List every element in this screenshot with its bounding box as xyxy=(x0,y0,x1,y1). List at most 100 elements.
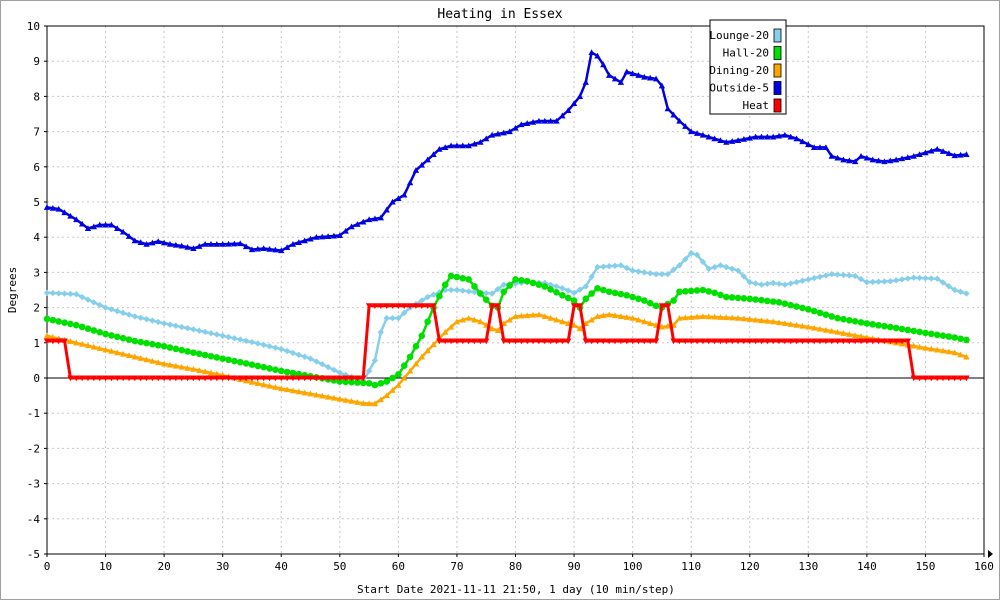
data-point xyxy=(254,375,262,382)
data-point xyxy=(963,353,970,360)
data-point xyxy=(652,302,660,310)
data-point xyxy=(799,338,806,345)
data-point xyxy=(606,311,613,318)
data-point xyxy=(828,338,835,345)
data-point xyxy=(49,316,57,324)
data-point xyxy=(863,154,871,161)
data-point xyxy=(676,314,683,321)
data-point xyxy=(248,246,256,253)
x-axis-label: Start Date 2021-11-11 21:50, 1 day (10 m… xyxy=(357,583,675,596)
x-tick-label: 60 xyxy=(392,560,405,573)
data-point xyxy=(658,323,666,330)
data-point xyxy=(278,375,285,382)
data-point xyxy=(336,232,344,238)
data-point xyxy=(465,276,472,283)
legend: Lounge-20 Hall-20 Dining-20 Outside-5 Heat xyxy=(709,19,787,115)
data-point xyxy=(442,144,449,150)
y-tick-label: -1 xyxy=(27,407,40,420)
data-point xyxy=(96,301,103,309)
x-axis-arrow xyxy=(988,550,993,558)
data-point xyxy=(342,375,349,382)
data-point xyxy=(336,378,344,385)
data-point xyxy=(746,134,753,141)
data-point xyxy=(72,321,80,329)
data-point xyxy=(793,303,800,310)
data-point xyxy=(389,303,396,310)
data-point xyxy=(430,341,437,348)
data-point xyxy=(693,338,701,345)
data-point xyxy=(119,350,127,357)
data-point xyxy=(758,133,765,140)
data-point xyxy=(641,338,648,345)
data-point xyxy=(418,332,426,340)
data-point xyxy=(898,155,906,162)
data-point xyxy=(471,283,478,290)
data-point xyxy=(389,374,396,382)
data-point xyxy=(658,270,666,278)
data-point xyxy=(154,341,162,349)
data-point xyxy=(834,154,841,161)
data-point xyxy=(266,245,273,252)
data-point xyxy=(313,358,320,365)
data-point xyxy=(529,279,537,287)
data-point xyxy=(483,135,490,142)
data-point xyxy=(102,330,109,338)
data-point xyxy=(506,128,513,135)
data-point xyxy=(570,100,578,106)
data-point xyxy=(301,375,308,382)
data-point xyxy=(266,343,273,350)
data-point xyxy=(898,276,906,283)
data-point xyxy=(629,267,636,274)
data-point xyxy=(114,375,121,382)
data-point xyxy=(565,107,572,114)
data-point xyxy=(764,133,771,140)
data-point xyxy=(278,247,285,254)
data-point xyxy=(231,375,238,382)
data-point xyxy=(623,264,630,272)
data-point xyxy=(125,352,133,359)
data-point xyxy=(805,141,812,148)
data-point xyxy=(652,75,660,82)
data-point xyxy=(687,338,695,345)
data-point xyxy=(687,314,695,320)
data-point xyxy=(213,375,221,382)
data-point xyxy=(477,338,484,345)
data-point xyxy=(207,375,215,382)
data-point xyxy=(723,293,730,301)
data-point xyxy=(459,316,466,323)
data-point xyxy=(758,317,765,324)
data-point xyxy=(728,314,736,321)
data-point xyxy=(119,309,127,317)
data-point xyxy=(313,234,320,240)
data-point xyxy=(125,311,133,318)
data-point xyxy=(764,280,771,288)
data-point xyxy=(939,148,947,154)
y-tick-label: 9 xyxy=(33,55,40,68)
data-point xyxy=(108,332,115,339)
data-point xyxy=(102,221,109,228)
data-point xyxy=(447,338,455,345)
data-point xyxy=(389,198,396,205)
data-point xyxy=(307,235,314,242)
data-point xyxy=(752,296,759,303)
data-point xyxy=(945,348,953,355)
data-point xyxy=(119,334,127,342)
data-point xyxy=(922,375,929,382)
data-point xyxy=(646,320,654,326)
data-point xyxy=(43,332,51,339)
data-point xyxy=(184,325,191,332)
data-point xyxy=(816,338,824,345)
x-tick-label: 130 xyxy=(798,560,818,573)
data-point xyxy=(377,329,385,336)
data-point xyxy=(488,303,496,310)
data-point xyxy=(96,345,103,351)
data-point xyxy=(114,349,121,356)
data-point xyxy=(933,275,941,282)
chart-title: Heating in Essex xyxy=(437,7,562,22)
data-point xyxy=(365,367,373,375)
data-point xyxy=(160,375,168,382)
data-point xyxy=(330,375,338,382)
data-point xyxy=(149,340,156,348)
data-point xyxy=(78,341,86,347)
